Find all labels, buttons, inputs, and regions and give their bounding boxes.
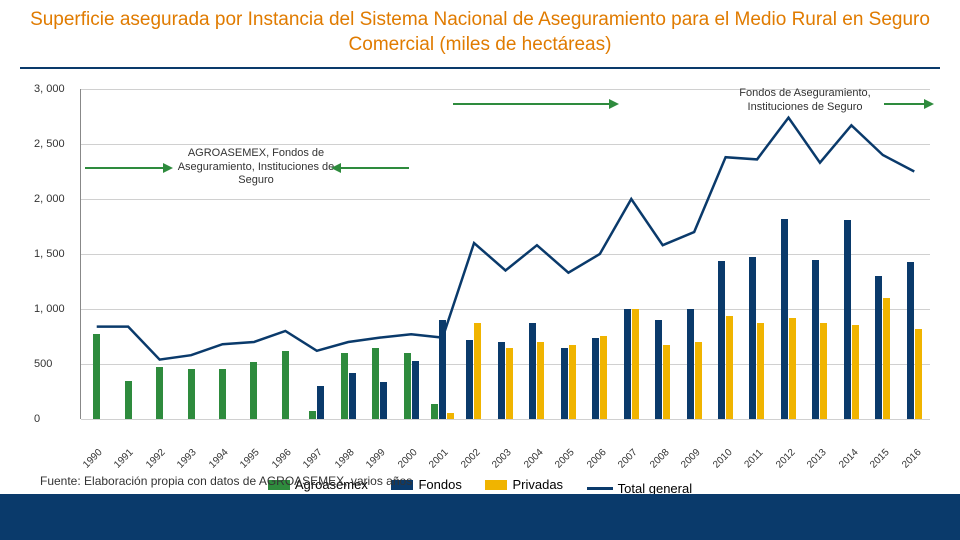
bar-fondos: [529, 323, 536, 420]
y-tick: 1, 500: [34, 248, 884, 260]
x-label: 2014: [834, 444, 864, 474]
bar-agroasemex: [188, 369, 195, 420]
title-underline: [20, 67, 940, 69]
legend-privadas: Privadas: [485, 477, 563, 492]
bar-privadas: [757, 323, 764, 420]
bar-fondos: [749, 257, 756, 420]
bar-fondos: [498, 342, 505, 419]
x-label: 2013: [802, 444, 832, 474]
x-label: 2012: [771, 444, 801, 474]
bar-fondos: [592, 338, 599, 419]
bar-agroasemex: [250, 362, 257, 419]
bar-privadas: [695, 342, 702, 419]
x-label: 1998: [330, 444, 360, 474]
bar-privadas: [474, 323, 481, 420]
x-label: 2009: [676, 444, 706, 474]
x-label: 1993: [172, 444, 202, 474]
x-label: 1991: [109, 444, 139, 474]
y-tick: 2, 500: [34, 138, 884, 150]
x-label: 2003: [487, 444, 517, 474]
bar-privadas: [537, 342, 544, 419]
bar-agroasemex: [219, 369, 226, 420]
x-label: 2016: [896, 444, 926, 474]
chart-title: Superficie asegurada por Instancia del S…: [30, 8, 930, 57]
bar-agroasemex: [156, 367, 163, 420]
bar-privadas: [883, 298, 890, 419]
x-label: 2010: [708, 444, 738, 474]
x-label: 2004: [519, 444, 549, 474]
x-label: 1999: [361, 444, 391, 474]
y-tick: 3, 000: [34, 83, 884, 95]
bar-fondos: [812, 260, 819, 420]
y-tick: 500: [34, 358, 884, 370]
bar-privadas: [820, 323, 827, 420]
y-tick: 0: [34, 413, 884, 425]
x-axis-labels: 1990199119921993199419951996199719981999…: [80, 442, 930, 453]
x-label: 1997: [298, 444, 328, 474]
x-label: 2011: [739, 444, 769, 474]
x-label: 1995: [235, 444, 265, 474]
bar-privadas: [852, 325, 859, 420]
x-label: 2000: [393, 444, 423, 474]
x-label: 1996: [267, 444, 297, 474]
footer-band: [0, 494, 960, 540]
bar-agroasemex: [93, 334, 100, 420]
chart: AGROASEMEX, Fondos de Aseguramiento, Ins…: [40, 89, 930, 449]
bar-fondos: [907, 262, 914, 419]
x-label: 2005: [550, 444, 580, 474]
x-label: 2006: [582, 444, 612, 474]
annotation-left: AGROASEMEX, Fondos de Aseguramiento, Ins…: [171, 147, 341, 187]
x-label: 2001: [424, 444, 454, 474]
y-tick: 2, 000: [34, 193, 884, 205]
x-label: 1992: [141, 444, 171, 474]
x-label: 2002: [456, 444, 486, 474]
x-label: 2007: [613, 444, 643, 474]
bar-privadas: [663, 345, 670, 420]
x-label: 1994: [204, 444, 234, 474]
x-label: 2015: [865, 444, 895, 474]
source-text: Fuente: Elaboración propia con datos de …: [40, 474, 412, 488]
bar-privadas: [569, 345, 576, 420]
bar-fondos: [718, 261, 725, 419]
year-group: [898, 89, 929, 419]
bar-fondos: [875, 276, 882, 419]
x-label: 2008: [645, 444, 675, 474]
bar-privadas: [600, 336, 607, 420]
x-label: 1990: [78, 444, 108, 474]
bar-privadas: [915, 329, 922, 419]
bar-fondos: [466, 340, 473, 419]
y-tick: 1, 000: [34, 303, 884, 315]
